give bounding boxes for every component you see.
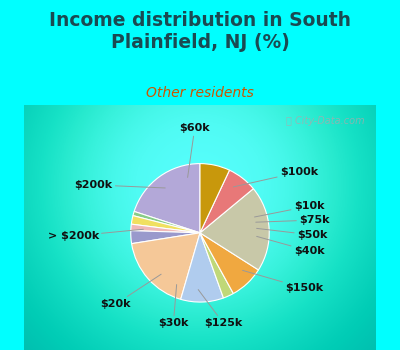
Wedge shape — [131, 216, 200, 233]
Text: $20k: $20k — [100, 274, 161, 309]
Text: ⓘ City-Data.com: ⓘ City-Data.com — [286, 116, 365, 126]
Wedge shape — [200, 233, 258, 294]
Text: $60k: $60k — [179, 124, 210, 177]
Text: Other residents: Other residents — [146, 86, 254, 100]
Wedge shape — [200, 189, 269, 270]
Text: $40k: $40k — [257, 236, 324, 256]
Text: $125k: $125k — [198, 289, 242, 328]
Wedge shape — [131, 231, 200, 244]
Text: $10k: $10k — [254, 201, 324, 217]
Wedge shape — [131, 224, 200, 233]
Text: $50k: $50k — [257, 228, 327, 240]
Text: > $200k: > $200k — [48, 229, 143, 241]
Wedge shape — [200, 170, 253, 233]
Text: $200k: $200k — [74, 180, 165, 190]
Wedge shape — [134, 163, 200, 233]
Text: $100k: $100k — [233, 167, 318, 187]
Wedge shape — [200, 233, 233, 298]
Text: $75k: $75k — [256, 215, 330, 225]
Wedge shape — [181, 233, 224, 302]
Text: $150k: $150k — [242, 270, 323, 293]
Wedge shape — [132, 233, 200, 299]
Wedge shape — [200, 163, 230, 233]
Text: Income distribution in South
Plainfield, NJ (%): Income distribution in South Plainfield,… — [49, 10, 351, 51]
Text: $30k: $30k — [158, 285, 188, 328]
Wedge shape — [133, 211, 200, 233]
